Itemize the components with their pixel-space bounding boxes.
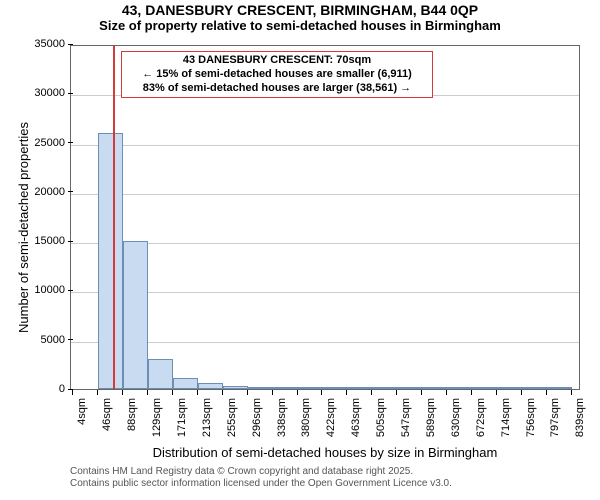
gridline-h: [71, 194, 579, 195]
x-tick-mark: [172, 390, 173, 395]
x-tick-mark: [321, 390, 322, 395]
x-tick-label: 380sqm: [301, 398, 313, 437]
x-tick-label: 505sqm: [375, 398, 387, 437]
x-tick-label: 797sqm: [550, 398, 562, 437]
histogram-bar: [223, 386, 248, 389]
footer-text: Contains HM Land Registry data © Crown c…: [0, 466, 600, 489]
x-tick-mark: [197, 390, 198, 395]
x-axis-label: Distribution of semi-detached houses by …: [70, 445, 580, 460]
histogram-bar: [472, 387, 497, 389]
histogram-bar: [547, 387, 572, 389]
x-tick-label: 714sqm: [500, 398, 512, 437]
chart-subtitle: Size of property relative to semi-detach…: [0, 18, 600, 33]
x-tick-label: 255sqm: [226, 398, 238, 437]
x-tick-mark: [371, 390, 372, 395]
histogram-bar: [422, 387, 447, 389]
x-tick-mark: [147, 390, 148, 395]
histogram-bar: [248, 387, 273, 389]
histogram-bar: [372, 387, 397, 389]
histogram-bar: [123, 241, 148, 389]
gridline-h: [71, 145, 579, 146]
y-tick: 35000: [25, 38, 73, 50]
highlight-line: [113, 46, 115, 389]
histogram-bar: [347, 387, 372, 389]
x-tick-label: 422sqm: [325, 398, 337, 437]
x-tick-label: 296sqm: [251, 398, 263, 437]
x-tick-label: 756sqm: [525, 398, 537, 437]
x-tick-mark: [571, 390, 572, 395]
x-tick-mark: [222, 390, 223, 395]
x-tick-mark: [346, 390, 347, 395]
x-tick-label: 547sqm: [400, 398, 412, 437]
x-tick-label: 463sqm: [350, 398, 362, 437]
x-tick-mark: [272, 390, 273, 395]
x-tick-mark: [247, 390, 248, 395]
x-tick-label: 46sqm: [101, 398, 113, 431]
y-tick: 10000: [25, 284, 73, 296]
x-tick-mark: [521, 390, 522, 395]
x-tick-mark: [122, 390, 123, 395]
y-tick: 20000: [25, 186, 73, 198]
x-tick-mark: [421, 390, 422, 395]
annotation-line-1: 43 DANESBURY CRESCENT: 70sqm: [128, 54, 426, 68]
histogram-bar: [173, 378, 198, 389]
chart-title: 43, DANESBURY CRESCENT, BIRMINGHAM, B44 …: [0, 0, 600, 18]
histogram-bar: [298, 387, 323, 389]
y-tick: 0: [25, 383, 73, 395]
x-tick-label: 213sqm: [201, 398, 213, 437]
histogram-bar: [198, 383, 223, 389]
histogram-bar: [447, 387, 472, 389]
histogram-bar: [497, 387, 522, 389]
x-tick-mark: [446, 390, 447, 395]
footer-line-2: Contains public sector information licen…: [70, 478, 600, 490]
y-axis-label: Number of semi-detached properties: [16, 122, 31, 333]
annotation-line-3: 83% of semi-detached houses are larger (…: [128, 82, 426, 96]
x-tick-label: 839sqm: [575, 398, 587, 437]
x-tick-label: 672sqm: [475, 398, 487, 437]
x-tick-label: 630sqm: [450, 398, 462, 437]
histogram-bar: [148, 359, 173, 389]
annotation-line-2: ← 15% of semi-detached houses are smalle…: [128, 68, 426, 82]
histogram-bar: [98, 133, 123, 389]
x-tick-mark: [297, 390, 298, 395]
y-tick: 30000: [25, 87, 73, 99]
x-tick-label: 129sqm: [151, 398, 163, 437]
y-tick: 5000: [25, 334, 73, 346]
x-tick-label: 589sqm: [425, 398, 437, 437]
histogram-bar: [273, 387, 298, 389]
x-tick-mark: [496, 390, 497, 395]
histogram-bar: [397, 387, 422, 389]
x-tick-mark: [396, 390, 397, 395]
x-tick-mark: [471, 390, 472, 395]
x-tick-mark: [546, 390, 547, 395]
y-tick: 25000: [25, 137, 73, 149]
x-tick-mark: [97, 390, 98, 395]
chart-container: { "chart": { "type": "histogram", "title…: [0, 0, 600, 500]
x-tick-label: 4sqm: [76, 398, 88, 425]
histogram-bar: [322, 387, 347, 389]
annotation-box: 43 DANESBURY CRESCENT: 70sqm← 15% of sem…: [121, 51, 433, 98]
footer-line-1: Contains HM Land Registry data © Crown c…: [70, 466, 600, 478]
histogram-bar: [522, 387, 547, 389]
plot-area: 43 DANESBURY CRESCENT: 70sqm← 15% of sem…: [70, 45, 580, 390]
x-tick-mark: [72, 390, 73, 395]
x-tick-label: 338sqm: [276, 398, 288, 437]
x-tick-label: 171sqm: [176, 398, 188, 437]
y-tick: 15000: [25, 235, 73, 247]
x-tick-label: 88sqm: [126, 398, 138, 431]
